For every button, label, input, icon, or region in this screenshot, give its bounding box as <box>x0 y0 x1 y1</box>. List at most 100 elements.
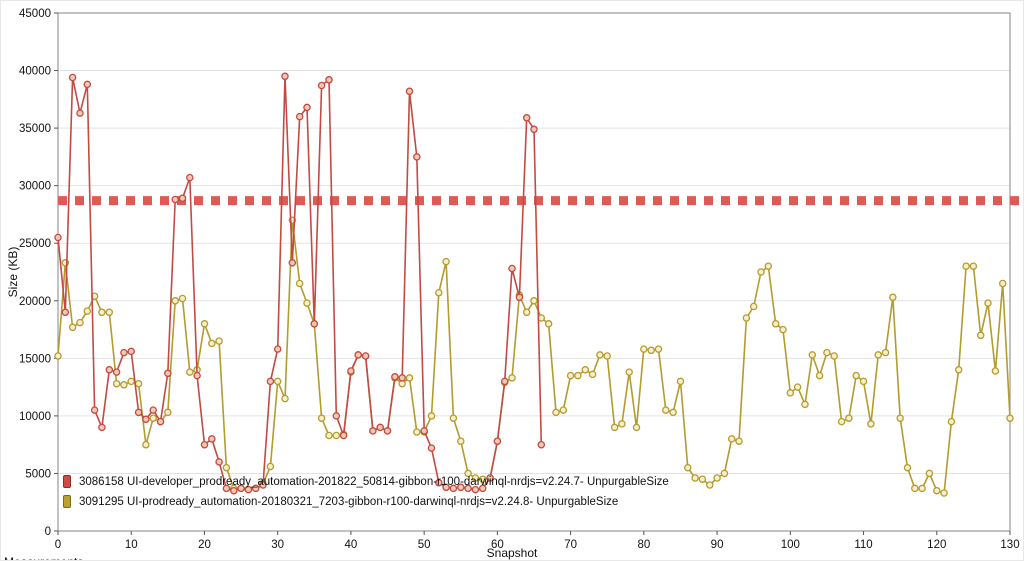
series-marker-1[interactable] <box>771 320 780 328</box>
series-marker-1[interactable] <box>603 352 611 360</box>
series-marker-1[interactable] <box>940 489 948 497</box>
series-marker-1[interactable] <box>684 463 692 472</box>
series-marker-0[interactable] <box>149 406 157 414</box>
series-marker-0[interactable] <box>164 369 172 378</box>
series-marker-1[interactable] <box>662 406 670 414</box>
series-marker-1[interactable] <box>471 474 480 482</box>
series-marker-0[interactable] <box>478 484 487 493</box>
series-marker-1[interactable] <box>845 414 853 422</box>
series-marker-1[interactable] <box>647 346 655 355</box>
series-marker-1[interactable] <box>303 299 311 307</box>
series-marker-1[interactable] <box>559 406 568 414</box>
series-marker-0[interactable] <box>435 478 443 487</box>
series-marker-0[interactable] <box>281 72 289 81</box>
series-marker-1[interactable] <box>435 288 443 297</box>
series-marker-1[interactable] <box>105 308 114 317</box>
series-marker-0[interactable] <box>288 259 297 267</box>
series-marker-1[interactable] <box>991 367 1000 375</box>
series-marker-1[interactable] <box>837 417 846 426</box>
legend-item-yellow[interactable]: 3091295 UI-prodready_automation-20180321… <box>63 495 669 508</box>
series-marker-1[interactable] <box>208 339 216 348</box>
series-marker-1[interactable] <box>793 383 802 391</box>
series-marker-1[interactable] <box>720 469 729 478</box>
series-marker-0[interactable] <box>171 195 179 204</box>
series-marker-1[interactable] <box>859 377 868 386</box>
series-marker-1[interactable] <box>779 325 787 334</box>
series-marker-0[interactable] <box>222 484 231 493</box>
series-marker-1[interactable] <box>918 484 926 493</box>
series-marker-0[interactable] <box>76 109 84 117</box>
series-marker-0[interactable] <box>442 483 450 492</box>
series-marker-1[interactable] <box>610 423 619 432</box>
series-marker-0[interactable] <box>515 293 524 302</box>
series-marker-1[interactable] <box>164 408 172 417</box>
series-marker-0[interactable] <box>427 444 436 452</box>
series-marker-0[interactable] <box>112 368 121 376</box>
series-marker-0[interactable] <box>215 458 223 466</box>
series-marker-0[interactable] <box>120 348 128 357</box>
series-marker-1[interactable] <box>691 474 699 482</box>
series-marker-1[interactable] <box>200 320 209 328</box>
series-marker-1[interactable] <box>464 469 472 478</box>
series-marker-0[interactable] <box>178 194 187 203</box>
series-marker-1[interactable] <box>98 308 106 317</box>
series-marker-1[interactable] <box>808 351 817 359</box>
series-marker-0[interactable] <box>457 483 465 492</box>
series-marker-1[interactable] <box>522 308 531 317</box>
series-marker-1[interactable] <box>325 431 333 440</box>
series-marker-0[interactable] <box>186 173 194 182</box>
series-marker-1[interactable] <box>889 293 897 302</box>
series-marker-0[interactable] <box>54 233 62 242</box>
series-marker-1[interactable] <box>698 475 707 483</box>
series-marker-0[interactable] <box>420 427 428 435</box>
series-marker-1[interactable] <box>742 314 751 322</box>
series-marker-0[interactable] <box>383 427 392 435</box>
series-marker-1[interactable] <box>273 377 282 386</box>
series-marker-0[interactable] <box>471 485 480 494</box>
series-marker-1[interactable] <box>954 366 963 374</box>
series-marker-1[interactable] <box>962 262 970 270</box>
series-marker-1[interactable] <box>544 320 553 328</box>
series-marker-1[interactable] <box>566 371 575 380</box>
legend-item-red[interactable]: 3086158 UI-developer_prodready_automatio… <box>63 475 669 488</box>
series-marker-0[interactable] <box>105 366 114 374</box>
series-marker-0[interactable] <box>493 437 502 445</box>
series-marker-0[interactable] <box>376 423 384 432</box>
series-marker-1[interactable] <box>625 368 633 376</box>
series-marker-1[interactable] <box>896 414 904 422</box>
series-marker-0[interactable] <box>537 440 546 449</box>
series-marker-0[interactable] <box>361 352 370 360</box>
series-marker-1[interactable] <box>530 297 538 305</box>
series-marker-1[interactable] <box>823 348 831 357</box>
series-marker-1[interactable] <box>588 370 597 379</box>
series-marker-0[interactable] <box>486 474 494 482</box>
series-marker-1[interactable] <box>749 302 758 311</box>
series-marker-0[interactable] <box>369 427 377 435</box>
series-marker-1[interactable] <box>295 279 304 288</box>
series-marker-0[interactable] <box>295 112 304 121</box>
series-marker-0[interactable] <box>134 408 143 417</box>
series-marker-0[interactable] <box>317 81 326 90</box>
series-marker-1[interactable] <box>127 377 135 386</box>
series-marker-1[interactable] <box>449 414 458 422</box>
series-marker-1[interactable] <box>332 431 341 440</box>
series-marker-0[interactable] <box>398 374 406 382</box>
series-marker-1[interactable] <box>54 352 62 360</box>
series-marker-1[interactable] <box>654 345 663 353</box>
series-marker-0[interactable] <box>522 114 531 122</box>
series-marker-1[interactable] <box>178 294 187 303</box>
series-marker-1[interactable] <box>757 268 765 276</box>
series-marker-0[interactable] <box>68 73 77 82</box>
series-marker-0[interactable] <box>391 373 399 381</box>
series-marker-1[interactable] <box>815 371 824 380</box>
series-marker-0[interactable] <box>156 417 165 426</box>
series-marker-0[interactable] <box>127 347 135 356</box>
series-marker-1[interactable] <box>76 318 84 327</box>
series-marker-0[interactable] <box>208 435 216 443</box>
series-marker-0[interactable] <box>413 153 421 161</box>
series-marker-0[interactable] <box>61 308 70 317</box>
series-marker-0[interactable] <box>354 351 362 359</box>
series-marker-1[interactable] <box>925 469 934 478</box>
series-marker-0[interactable] <box>310 320 319 328</box>
series-marker-1[interactable] <box>149 414 157 422</box>
